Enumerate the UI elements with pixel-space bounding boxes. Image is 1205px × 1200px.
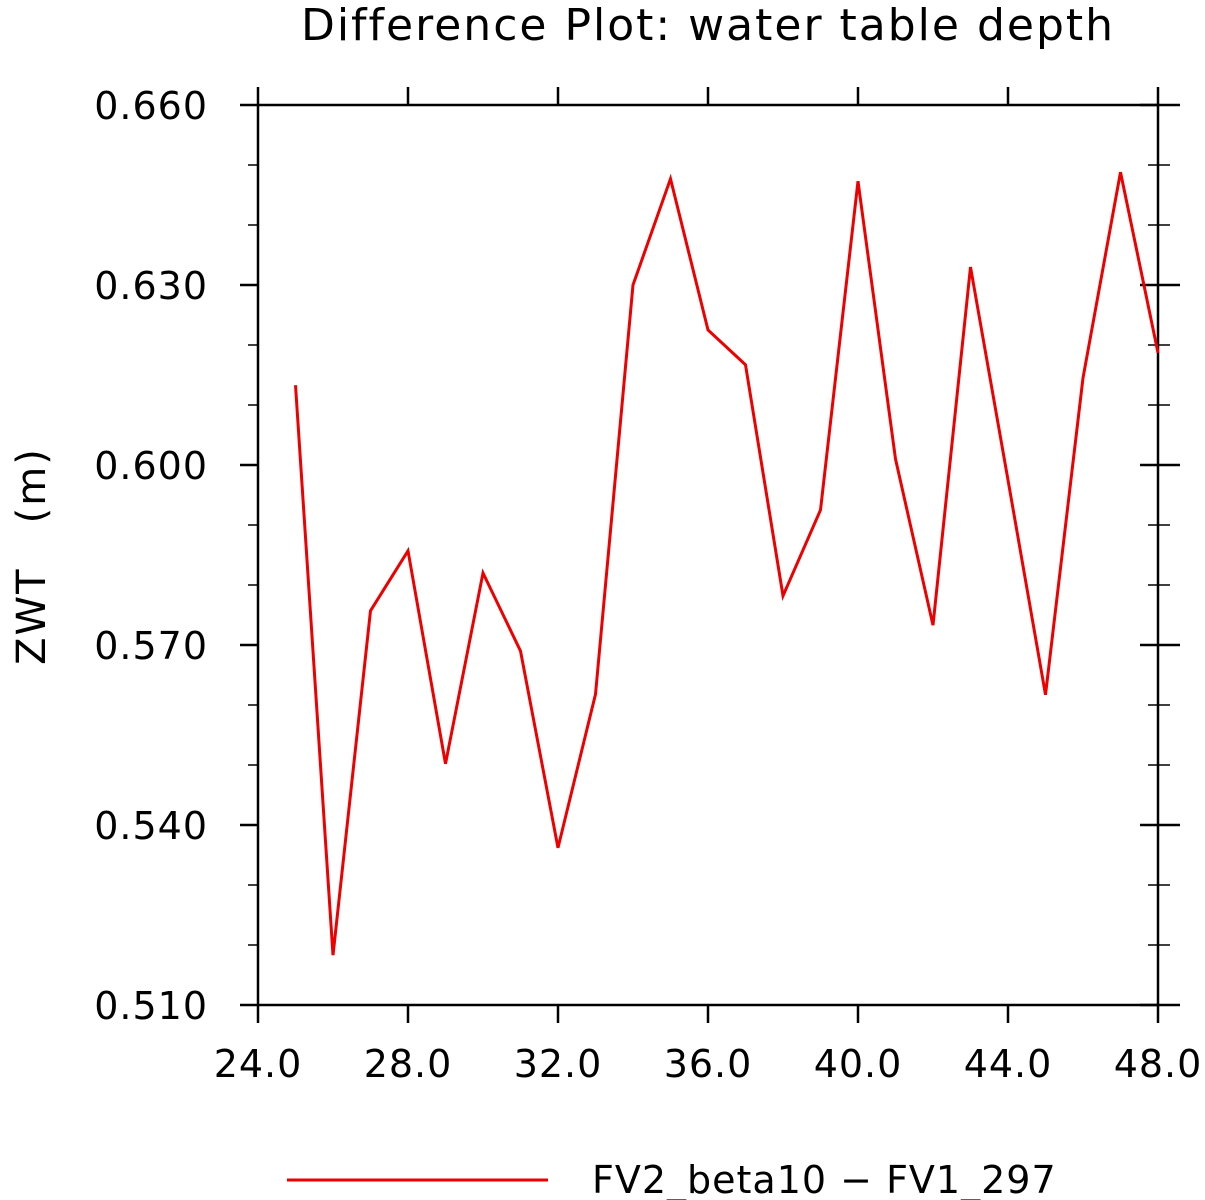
x-tick-label: 24.0 xyxy=(214,1042,303,1086)
axis-ticks xyxy=(240,87,1180,1023)
x-tick-label: 40.0 xyxy=(814,1042,903,1086)
y-tick-label: 0.540 xyxy=(94,804,208,848)
x-tick-label: 44.0 xyxy=(964,1042,1053,1086)
series-layer xyxy=(294,171,1160,956)
y-tick-label: 0.660 xyxy=(94,84,208,128)
legend-label: FV2_beta10 − FV1_297 xyxy=(592,1158,1057,1200)
y-tick-label: 0.510 xyxy=(94,984,208,1028)
series-line xyxy=(294,171,1160,956)
y-axis-label: ZWT (m) xyxy=(9,447,55,665)
legend: FV2_beta10 − FV1_297 xyxy=(287,1158,1057,1200)
x-tick-label: 32.0 xyxy=(514,1042,603,1086)
tick-labels: 24.0 28.0 32.0 36.0 40.0 44.0 48.0 0.510 0.540 0.… xyxy=(94,84,1203,1086)
x-tick-label: 36.0 xyxy=(664,1042,753,1086)
x-tick-label: 48.0 xyxy=(1114,1042,1203,1086)
x-tick-label: 28.0 xyxy=(364,1042,453,1086)
chart-title: Difference Plot: water table depth xyxy=(301,0,1115,51)
y-tick-label: 0.630 xyxy=(94,264,208,308)
plot-frame xyxy=(256,103,1160,1007)
y-tick-label: 0.570 xyxy=(94,624,208,668)
y-tick-label: 0.600 xyxy=(94,444,208,488)
